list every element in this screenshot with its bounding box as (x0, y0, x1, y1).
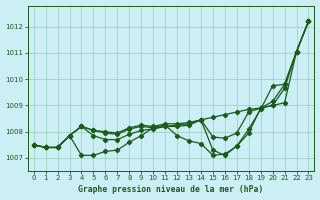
X-axis label: Graphe pression niveau de la mer (hPa): Graphe pression niveau de la mer (hPa) (78, 185, 264, 194)
